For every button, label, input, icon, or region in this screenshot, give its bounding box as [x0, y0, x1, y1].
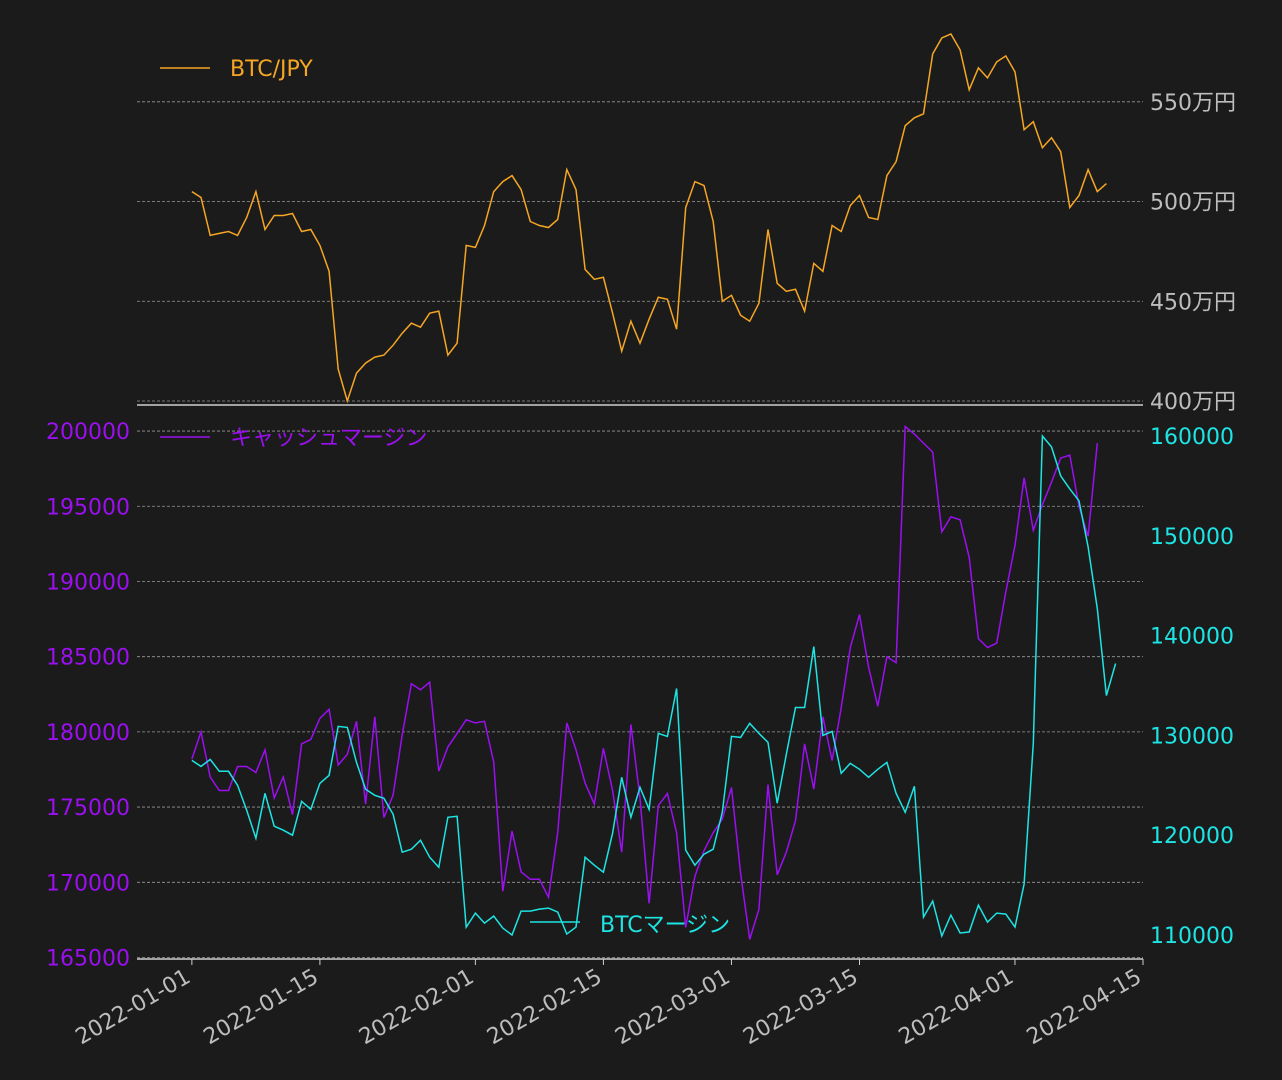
legend-btc-margin: BTCマージン	[530, 913, 730, 938]
bottom-right-y-tick-labels: 110000 120000 130000 140000 150000 160000	[1150, 425, 1234, 949]
bottom-left-y-tick-labels: 165000 170000 175000 180000 185000 190000 1950…	[46, 420, 130, 971]
top-y-tick-label: 400万円	[1150, 390, 1236, 415]
top-y-tick-label: 550万円	[1150, 91, 1236, 116]
left-y-tick-label: 165000	[46, 946, 130, 971]
top-y-tick-label: 450万円	[1150, 290, 1236, 315]
legend-cash-margin: キャッシュマージン	[160, 426, 428, 451]
left-y-tick-label: 190000	[46, 570, 130, 595]
legend-label-cash-margin: キャッシュマージン	[230, 426, 428, 451]
left-y-tick-label: 200000	[46, 420, 130, 445]
right-y-tick-label: 130000	[1150, 724, 1234, 749]
top-y-tick-labels: 400万円 450万円 500万円 550万円	[1150, 91, 1236, 415]
top-series	[191, 33, 1107, 404]
left-y-tick-label: 185000	[46, 646, 130, 671]
right-y-tick-label: 150000	[1150, 525, 1234, 550]
legend-label-btc-jpy: BTC/JPY	[230, 57, 313, 82]
top-panel: 400万円 450万円 500万円 550万円 BTC/JPY	[137, 33, 1236, 415]
left-y-tick-label: 195000	[46, 495, 130, 520]
top-y-tick-label: 500万円	[1150, 191, 1236, 216]
series-line-btc-jpy	[191, 33, 1107, 404]
left-y-tick-label: 170000	[46, 871, 130, 896]
series-line-cash-margin	[191, 424, 1099, 940]
right-y-tick-label: 140000	[1150, 625, 1234, 650]
top-legend: BTC/JPY	[160, 57, 313, 82]
right-y-tick-label: 160000	[1150, 425, 1234, 450]
right-y-tick-label: 110000	[1150, 924, 1234, 949]
left-y-tick-label: 180000	[46, 721, 130, 746]
right-y-tick-label: 120000	[1150, 824, 1234, 849]
left-y-tick-label: 175000	[46, 796, 130, 821]
top-gridlines	[137, 101, 1143, 402]
series-line-btc-margin	[191, 434, 1117, 939]
bottom-gridlines	[137, 430, 1143, 958]
legend-label-btc-margin: BTCマージン	[600, 913, 730, 938]
bottom-series	[191, 424, 1117, 940]
